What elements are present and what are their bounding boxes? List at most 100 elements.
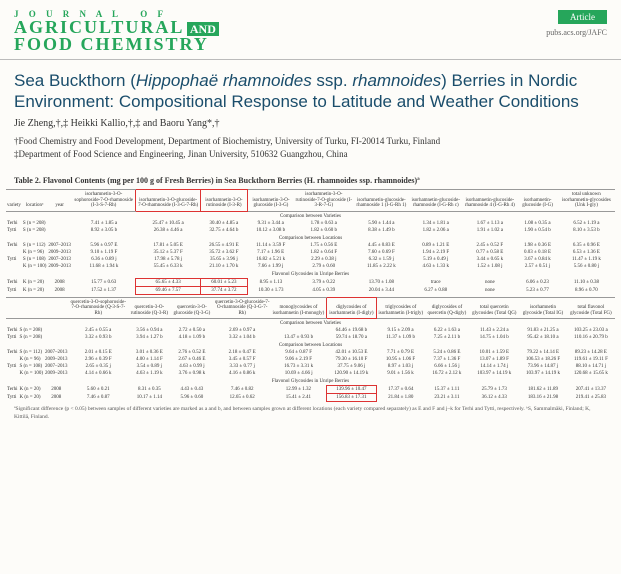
cell-value: 42.01 ± 10.53 E [326,349,377,356]
cell-value: 139.96 ± 10.47 [326,386,377,394]
cell-value: 3.44 ± 0.65 k [462,256,517,263]
header-row-b: quercetin-3-O-sophoroside-7-O-rhamnoside… [6,297,615,319]
cell-value: 0.77 ± 0.58 E [462,249,517,256]
cell-value: 3.01 ± 0.36 E [128,349,171,356]
h-variety: variety [6,190,22,212]
cell-location: S (n = 208) [22,220,48,227]
cell-location: S (n = 112) [18,349,44,356]
cell-value: 11.14 ± 3.59 F [247,242,293,249]
cell-value: 9.10 ± 1.19 F [72,249,136,256]
cell-value: 35.65 ± 3.96 j [200,256,247,263]
cell-value: 1.52 ± 1.08 j [462,263,517,270]
cell-year: 2009–2013 [47,263,72,270]
cell-value: 3.94 ± 1.27 b [128,334,171,341]
cell-value: 10.12 ± 3.08 b [247,227,293,234]
cell-location: S (n = 208) [22,227,48,234]
cell-value: 1.75 ± 0.56 E [294,242,354,249]
hb-c2: quercetin-3-O-rutinoside (Q-3-R) [128,297,171,319]
section-row: Flavonol Glycosides in Unripe Berries [6,270,615,279]
cell-value: 12.99 ± 1.32 [271,386,326,394]
cell-location: S (n = 112) [22,242,48,249]
section-label: Comparison between Varieties [6,319,615,328]
table-row: TyttiS (n = 108)2007–20132.65 ± 0.35 j3.… [6,363,615,370]
cell-value: 103.97 ± 14.19 k [519,370,567,377]
cell-value: 16.73 ± 3.31 k [271,363,326,370]
cell-value: 110.16 ± 20.79 b [567,334,615,341]
cell-value: none [462,286,517,294]
cell-value [271,327,326,334]
cell-value: 7.60 ± 0.69 F [354,249,409,256]
cell-value: 5.56 ± 0.80 j [558,263,615,270]
hb-c5: monoglycosides of isorhamnetin (I-monogl… [271,297,326,319]
cell-value: 8.97 ± 1.03 j [377,363,425,370]
cell-value: 65.65 ± 4.33 [136,278,200,286]
cell-value: 11.10 ± 0.38 [558,278,615,286]
table-caption: Table 2. Flavonol Contents (mg per 100 g… [0,168,621,189]
cell-value: 23.21 ± 3.11 [424,394,469,402]
section-label: Comparison between Varieties [6,211,615,220]
cell-value: 5.23 ± 0.77 [517,286,558,294]
cell-variety [6,263,22,270]
cell-value: 2.18 ± 0.47 E [213,349,271,356]
hb-location [18,297,44,319]
header-right: Article pubs.acs.org/JAFC [546,10,607,37]
cell-value: 21.84 ± 1.80 [377,394,425,402]
h-c10: total unknown isorhamnetin-glycosides (U… [558,190,615,212]
cell-value: 4.00 ± 1.14 F [128,356,171,363]
table-row: TerhiS (n = 208)7.41 ± 1.85 a25.47 ± 10.… [6,220,615,227]
cell-value: 7.66 ± 1.99 j [247,263,293,270]
cell-value: 4.63 ± 0.99 j [171,363,213,370]
cell-value: 3.79 ± 0.22 [294,278,354,286]
cell-year [47,227,72,234]
cell-value: 3.45 ± 0.57 F [213,356,271,363]
section-label: Flavonol Glycosides in Unripe Berries [6,270,615,279]
h-c1: isorhamnetin-3-O-sophoroside-7-O-rhamnos… [72,190,136,212]
flavonol-table-top: variety locationᵃ year isorhamnetin-3-O-… [6,189,615,295]
cell-value: 0.03 ± 0.18 E [517,249,558,256]
aff2: ‡Department of Food Science and Engineer… [14,148,607,161]
cell-value: 2.69 ± 0.97 a [213,327,271,334]
cell-value: 36.12 ± 4.33 [469,394,519,402]
cell-value: 37.75 ± 9.06 j [326,363,377,370]
cell-value: 79.30 ± 16.10 F [326,356,377,363]
section-row: Comparison between Locations [6,341,615,349]
cell-value: 4.14 ± 0.66 k [69,370,129,377]
cell-value: 25.79 ± 1.73 [469,386,519,394]
cell-value: 14.75 ± 1.04 b [469,334,519,341]
cell-value: 2.96 ± 0.39 F [69,356,129,363]
cell-value: 1.34 ± 1.81 a [409,220,462,227]
flavonol-table-bottom: quercetin-3-O-sophoroside-7-O-rhamnoside… [6,297,615,403]
cell-value: 1.98 ± 0.36 E [517,242,558,249]
cell-value: 20.04 ± 3.44 [354,286,409,294]
table-row: TyttiS (n = 208)8.92 ± 3.05 b26.38 ± 4.4… [6,227,615,234]
h-c9: isorhamnetin-glucoside (I-G) [517,190,558,212]
cell-year: 2009–2013 [44,370,69,377]
cell-value: 4.45 ± 0.83 E [354,242,409,249]
cell-value: 21.10 ± 1.70 k [200,263,247,270]
cell-variety: Terhi [6,386,18,394]
table-row: TerhiS (n = 208)2.45 ± 0.55 a3.56 ± 0.94… [6,327,615,334]
cell-year: 2007–2013 [47,256,72,263]
cell-value: 17.81 ± 5.05 E [136,242,200,249]
h-c2: isorhamnetin-3-O-glucoside-7-O-rhamnosid… [136,190,200,212]
cell-value: 7.41 ± 1.85 a [72,220,136,227]
cell-variety: Terhi [6,242,22,249]
cell-variety: Tytti [6,256,22,263]
cell-variety: Terhi [6,327,18,334]
cell-value: 15.37 ± 1.11 [424,386,469,394]
section-row: Flavonol Glycosides in Unripe Berries [6,377,615,386]
cell-value: 2.29 ± 0.38 j [294,256,354,263]
paper-title: Sea Buckthorn (Hippophaë rhamnoides ssp.… [0,60,621,117]
cell-year [44,327,69,334]
cell-value: 2.76 ± 0.52 E [171,349,213,356]
cell-value: 35.72 ± 3.62 F [200,249,247,256]
hb-c6: diglycosides of isorhamnetin (I-digly) [326,297,377,319]
cell-value: 1.90 ± 0.54 b [517,227,558,234]
table-row: TyttiK (n = 20)20087.46 ± 0.8710.17 ± 1.… [6,394,615,402]
cell-value: 3.32 ± 1.04 b [213,334,271,341]
cell-value: 30.40 ± 4.85 a [200,220,247,227]
cell-value: 3.33 ± 0.77 j [213,363,271,370]
table-row: K (n = 100)2009–201311.68 ± 1.94 k55.45 … [6,263,615,270]
cell-value: 4.18 ± 1.09 b [171,334,213,341]
cell-value: 15.41 ± 2.41 [271,394,326,402]
